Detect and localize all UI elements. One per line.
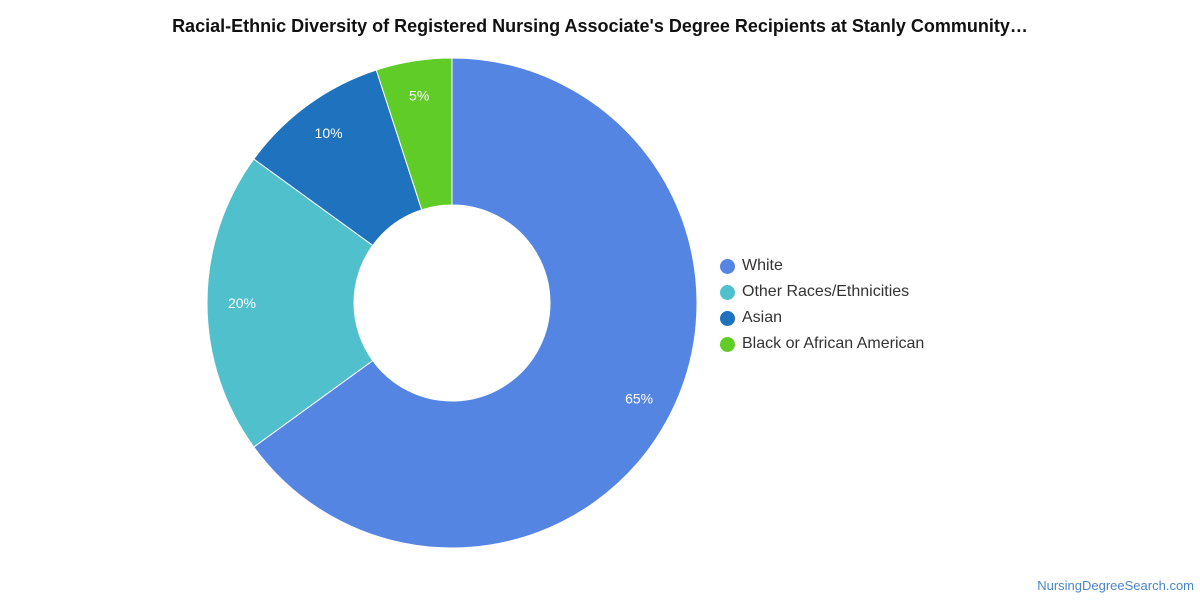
legend-swatch bbox=[720, 310, 735, 326]
donut-slices bbox=[206, 57, 698, 549]
legend-label: Black or African American bbox=[742, 335, 925, 352]
slice-labels: 65% 20% 10% 5% bbox=[228, 88, 653, 407]
slice-other-races-ethnicities[interactable] bbox=[206, 158, 374, 448]
slice-label-black-or-african-american: 5% bbox=[409, 88, 429, 104]
source-credit[interactable]: NursingDegreeSearch.com bbox=[1037, 578, 1194, 593]
slice-black-or-african-american[interactable] bbox=[375, 57, 453, 211]
chart-title: Racial-Ethnic Diversity of Registered Nu… bbox=[172, 16, 1028, 36]
legend-swatch bbox=[720, 284, 735, 300]
slice-label-white: 65% bbox=[625, 390, 653, 406]
legend-item-black-or-african-american[interactable]: Black or African American bbox=[720, 331, 924, 357]
legend-item-white[interactable]: White bbox=[720, 253, 924, 279]
legend-swatch bbox=[720, 258, 735, 274]
slice-label-other-races-ethnicities: 20% bbox=[228, 295, 256, 311]
legend-label: White bbox=[742, 257, 783, 274]
chart-legend: White Other Races/Ethnicities Asian Black o… bbox=[720, 253, 924, 357]
legend-item-asian[interactable]: Asian bbox=[720, 305, 924, 331]
legend-label: Other Races/Ethnicities bbox=[742, 283, 910, 300]
legend-label: Asian bbox=[742, 309, 783, 326]
slice-label-asian: 10% bbox=[315, 125, 343, 141]
slice-white[interactable] bbox=[253, 57, 698, 549]
legend-item-other-races-ethnicities[interactable]: Other Races/Ethnicities bbox=[720, 279, 924, 305]
legend-swatch bbox=[720, 336, 735, 352]
